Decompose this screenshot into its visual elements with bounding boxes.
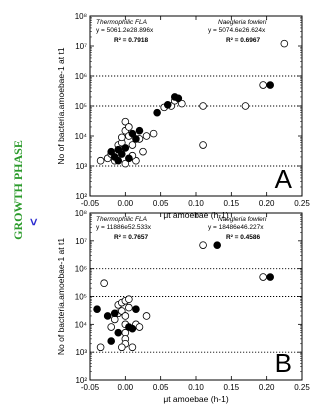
y-tick-label: 10⁴ [75,132,88,141]
data-point-filled [121,144,130,152]
data-point-open [107,323,115,331]
data-point-filled [132,305,140,313]
y-tick-label: 10⁷ [75,237,87,246]
data-point-open [121,159,130,168]
data-point-open [139,147,147,156]
chart-panel-b: 10² 10³ 10⁴ 10⁵ 10⁶ 10⁷ 10⁸ -0.05 0.00 0.05 0.10 0.… [56,209,310,404]
data-point-open [125,123,133,131]
data-point-open [125,295,133,303]
data-point-open [241,102,250,110]
x-tick-label: 0.25 [294,383,310,392]
data-point-open [118,343,126,352]
data-point-open [259,273,267,281]
data-point-open [118,133,126,142]
panel-letter: B [275,348,292,378]
data-point-open [121,312,130,320]
x-tick-label: 0.20 [259,199,275,208]
x-tick-label: -0.05 [81,199,100,208]
data-point-open [121,117,130,126]
y-tick-label: 10⁵ [75,102,87,111]
annotation-title: Naegleria fowleri [218,216,267,223]
data-point-filled [107,337,115,345]
annotation-equation: y = 11886e52.533x [96,224,152,231]
y-tick-label: 10⁶ [75,72,87,81]
y-tick-label: 10⁷ [75,42,87,51]
growth-phase-text: GROWTH PHASE [11,140,25,240]
x-tick-label: 0.15 [224,199,240,208]
x-tick-label: 0.25 [294,199,310,208]
data-point-open [199,102,207,110]
data-point-open [259,81,267,89]
panel-letter: A [275,164,293,194]
y-tick-label: 10⁶ [75,265,87,274]
growth-phase-label: GROWTH PHASE < [11,140,40,240]
data-point-filled [93,305,101,313]
x-tick-label: 0.10 [188,199,204,208]
data-point-filled [153,108,161,117]
data-point-filled [135,126,144,135]
data-point-open [178,99,186,108]
data-point-open [199,241,207,249]
data-point-open [96,343,105,352]
x-tick-label: 0.00 [118,199,134,208]
annotation-r2: R² = 0.4586 [226,234,261,241]
annotation-equation: y = 5061.2e28.896x [96,27,154,34]
annotation-title: Naegleria fowleri [218,19,267,26]
data-point-open [280,39,289,48]
data-point-filled [128,324,137,333]
data-point-open [149,129,158,138]
data-point-open [135,323,144,331]
data-point-open [128,141,137,149]
y-tick-label: 10⁸ [75,12,87,21]
data-point-filled [110,309,119,318]
annotation-equation: y = 18486e46.227x [208,224,264,231]
growth-phase-arrow-icon: < [26,218,40,226]
data-point-open [199,141,207,149]
data-point-filled [266,81,275,89]
data-point-filled [266,273,275,281]
data-point-filled [132,135,140,143]
data-point-filled [125,154,133,163]
data-point-open [128,343,137,352]
data-point-open [125,303,133,312]
data-point-filled [128,129,137,138]
data-point-filled [114,156,123,165]
x-tick-label: 0.05 [153,383,169,392]
y-tick-label: 10⁴ [75,320,88,329]
x-tick-label: 0.00 [118,383,134,392]
annotation-r2: R² = 0.7657 [114,234,149,241]
data-point-filled [107,147,115,156]
y-tick-label: 10⁸ [75,209,87,218]
x-tick-label: 0.05 [153,199,169,208]
data-point-open [142,312,151,320]
annotation-title: Thermophilic FLA [96,216,147,223]
annotation-title: Thermophilic FLA [96,19,147,26]
y-tick-label: 10³ [75,162,87,171]
x-tick-label: 0.10 [188,383,204,392]
y-tick-label: 10³ [75,348,87,357]
data-point-filled [163,100,172,109]
y-axis-label: No of bacteria.amoebae-1 at t1 [56,238,66,355]
data-point-filled [213,241,222,249]
data-point-filled [174,94,183,103]
x-tick-label: 0.15 [224,383,240,392]
x-tick-label: 0.20 [259,383,275,392]
x-axis-label: μt amoebae (h-1) [163,394,229,404]
y-tick-label: 10² [75,192,87,201]
data-point-filled [103,312,112,320]
data-point-filled [118,150,126,158]
y-tick-label: 10⁵ [75,293,87,302]
y-tick-label: 10² [75,376,87,385]
annotation-r2: R² = 0.7918 [114,37,149,44]
x-tick-label: -0.05 [81,383,100,392]
data-point-open [142,132,151,140]
data-point-filled [114,328,123,337]
annotation-r2: R² = 0.6967 [226,37,261,44]
data-point-open [96,156,105,165]
data-point-open [100,279,108,288]
annotation-equation: y = 5074.6e26.624x [208,27,266,34]
y-axis-label: No of bacteria.amoebae-1 at t1 [56,47,66,164]
